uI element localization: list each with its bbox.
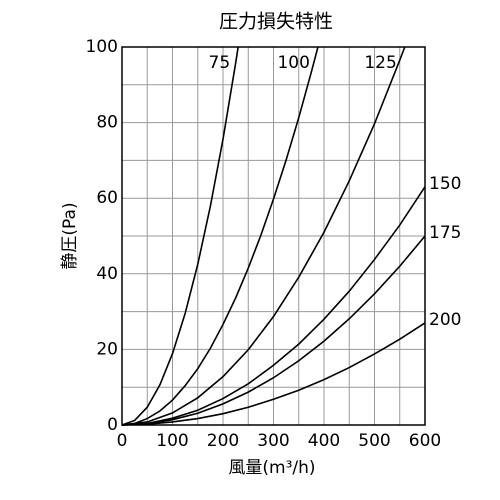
x-tick-label: 500 [358,431,390,451]
x-tick-label: 200 [207,431,239,451]
curve [121,46,319,426]
y-tick-label: 80 [96,113,118,133]
y-tick-label: 20 [96,339,118,359]
x-tick-label: 300 [257,431,289,451]
series-label: 125 [364,53,396,73]
curve [121,46,239,426]
x-tick-label: 0 [117,431,128,451]
y-tick-label: 60 [96,188,118,208]
x-axis-label: 風量(m³/h) [228,458,315,478]
x-tick-label: 100 [156,431,188,451]
series-label: 100 [277,53,309,73]
series-label: 175 [429,223,461,243]
y-axis-label: 静圧(Pa) [60,202,80,269]
y-tick-label: 0 [107,415,118,435]
x-tick-label: 400 [308,431,340,451]
curve [121,322,426,426]
series-label: 200 [429,310,461,330]
x-tick-label: 600 [409,431,441,451]
y-tick-label: 100 [86,37,118,57]
y-tick-label: 40 [96,264,118,284]
chart-title: 圧力損失特性 [219,11,333,33]
curve [121,186,426,426]
series-label: 150 [429,174,461,194]
series-label: 75 [209,53,231,73]
curve [121,46,406,426]
curve [121,235,426,426]
